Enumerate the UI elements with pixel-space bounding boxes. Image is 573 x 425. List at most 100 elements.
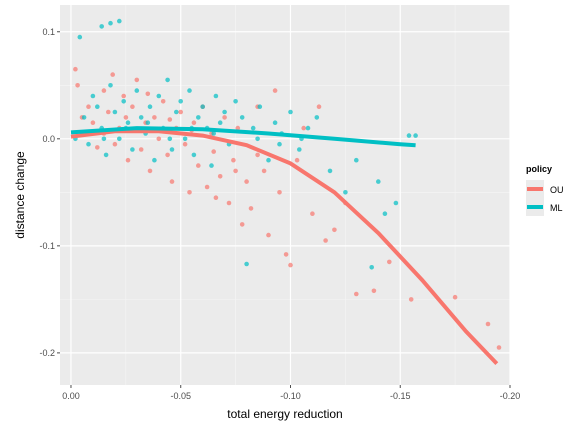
data-point-ml	[213, 93, 219, 99]
data-point-ml	[211, 131, 216, 136]
data-point-ml	[413, 133, 418, 138]
x-tick-label: -0.05	[170, 391, 191, 401]
data-point-ou	[310, 211, 315, 216]
data-point-ml	[108, 20, 113, 26]
data-point-ou	[73, 66, 78, 72]
data-point-ml	[255, 136, 260, 142]
data-point-ml	[121, 99, 126, 104]
fit-line-ml	[70, 126, 416, 148]
grid	[60, 5, 511, 385]
data-point-ou	[272, 88, 278, 93]
data-point-ml	[196, 115, 201, 120]
data-point-ou	[138, 147, 144, 152]
data-point-ou	[277, 190, 282, 195]
data-point-ml	[393, 200, 399, 206]
data-point-ou	[187, 190, 192, 195]
x-tick-label: -0.15	[390, 391, 411, 401]
data-point-ou	[95, 145, 100, 150]
data-point-ou	[371, 288, 377, 294]
data-point-ml	[244, 261, 249, 267]
legend-label-ml: ML	[550, 203, 563, 213]
data-point-ou	[134, 77, 140, 83]
data-point-ou	[75, 83, 80, 88]
data-point-ou	[387, 259, 392, 265]
data-point-ou	[211, 149, 216, 154]
legend-label-ou: OU	[550, 185, 564, 195]
data-point-ml	[81, 115, 87, 120]
data-point-ou	[110, 72, 115, 77]
data-point-ou	[169, 179, 175, 184]
data-point-ml	[191, 152, 197, 158]
x-tick-label: 0.00	[62, 391, 80, 401]
fit-line-ou	[70, 129, 499, 365]
data-point-ml	[90, 93, 96, 99]
data-point-ou	[130, 104, 135, 109]
data-point-ou	[235, 125, 241, 131]
y-tick-label: 0.0	[42, 134, 55, 144]
data-point-ml	[134, 88, 140, 93]
data-point-ou	[121, 93, 126, 99]
data-point-ml	[147, 104, 153, 109]
data-point-ou	[156, 136, 162, 142]
data-point-ou	[167, 117, 173, 122]
data-point-ml	[167, 136, 173, 142]
data-point-ml	[156, 93, 162, 99]
plot-background	[60, 5, 510, 385]
data-point-ml	[343, 190, 348, 195]
data-point-ou	[332, 227, 337, 233]
data-point-ml	[272, 120, 278, 125]
data-point-ou	[316, 104, 322, 109]
data-point-ou	[204, 184, 210, 190]
data-point-ou	[125, 157, 131, 163]
data-point-ml	[117, 18, 122, 24]
data-point-ou	[266, 232, 271, 238]
data-point-ml	[209, 163, 214, 168]
data-point-ou	[165, 152, 170, 158]
data-point-ml	[117, 136, 122, 142]
x-axis-title: total energy reduction	[227, 407, 342, 421]
data-point-ml	[112, 109, 118, 115]
data-point-ml	[233, 99, 238, 104]
data-point-ml	[239, 115, 245, 120]
data-point-ou	[301, 125, 307, 131]
data-point-ou	[191, 120, 197, 125]
data-point-ou	[147, 168, 153, 174]
axis-ticks: 0.00 -0.05 -0.10 -0.15 -0.20 0.1 0.0 -0.1 -0.2	[39, 27, 520, 401]
data-point-ou	[244, 179, 249, 184]
y-axis-title: distance change	[13, 151, 27, 239]
data-point-ml	[376, 179, 381, 184]
data-point-ml	[165, 77, 170, 83]
data-point-ou	[90, 120, 96, 125]
data-point-ml	[101, 136, 107, 142]
fit-lines	[70, 126, 499, 365]
data-point-ou	[86, 104, 91, 109]
data-point-ou	[231, 157, 236, 163]
data-point-ml	[130, 147, 135, 152]
data-point-ou	[152, 115, 157, 120]
data-point-ml	[369, 265, 375, 270]
data-point-ml	[406, 133, 412, 138]
data-point-ml	[277, 141, 282, 147]
data-point-ml	[152, 157, 157, 163]
data-point-ou	[288, 262, 293, 268]
x-tick-label: -0.10	[280, 391, 301, 401]
data-point-ml	[222, 109, 227, 115]
y-tick-label: -0.1	[39, 241, 55, 251]
data-point-ml	[382, 211, 388, 216]
data-point-ml	[288, 109, 293, 115]
data-point-ml	[138, 115, 144, 120]
data-point-ou	[354, 291, 359, 297]
data-point-ou	[283, 252, 289, 257]
data-point-ou	[255, 152, 260, 158]
data-point-ml	[217, 120, 223, 125]
data-point-ou	[294, 157, 300, 163]
x-tick-label: -0.20	[500, 391, 521, 401]
data-point-ou	[112, 141, 118, 147]
data-point-ml	[169, 147, 175, 152]
data-point-ou	[178, 109, 183, 115]
data-point-ou	[160, 99, 166, 104]
data-point-ml	[314, 115, 320, 120]
legend-title: policy	[526, 164, 552, 174]
data-point-ml	[257, 104, 263, 109]
